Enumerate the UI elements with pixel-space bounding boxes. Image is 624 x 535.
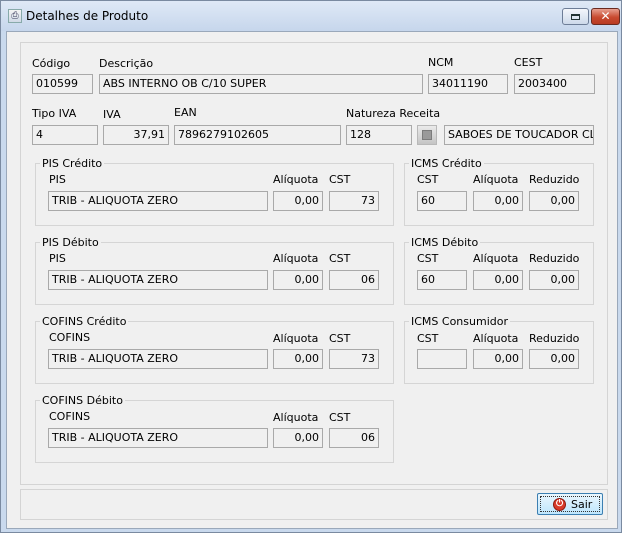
icms-credito-reduzido-label: Reduzido (529, 173, 580, 186)
cofins-credito-aliquota-field[interactable]: 0,00 (273, 349, 323, 369)
ncm-label: NCM (428, 56, 454, 69)
cofins-credito-description-field[interactable]: TRIB - ALIQUOTA ZERO (48, 349, 268, 369)
cofins-credito-cst-label: CST (329, 332, 351, 345)
minimize-button[interactable] (562, 8, 589, 25)
pis-debito-aliquota-field[interactable]: 0,00 (273, 270, 323, 290)
cofins-debito-aliquota-field[interactable]: 0,00 (273, 428, 323, 448)
cofins-credito-cofins-label: COFINS (49, 331, 91, 344)
cofins-debito-cst-field[interactable]: 06 (329, 428, 379, 448)
codigo-label: Código (32, 57, 71, 70)
icms-debito-group: ICMS Débito (404, 236, 594, 305)
cofins-debito-aliquota-label: Alíquota (273, 411, 319, 424)
details-panel (20, 42, 608, 485)
app-icon: ⎙ (8, 9, 22, 23)
iva-label: IVA (103, 108, 121, 121)
descricao-label: Descrição (99, 57, 154, 70)
close-icon: ✕ (600, 9, 611, 23)
ean-field[interactable]: 7896279102605 (174, 125, 341, 145)
iva-field[interactable]: 37,91 (103, 125, 169, 145)
icms-credito-title: ICMS Crédito (409, 157, 484, 170)
button-panel (20, 489, 608, 520)
cofins-debito-group: COFINS Débito (35, 394, 394, 463)
icms-consumidor-reduzido-label: Reduzido (529, 332, 580, 345)
icms-debito-cst-label: CST (417, 252, 439, 265)
ncm-field[interactable]: 34011190 (428, 74, 508, 94)
pis-credito-aliquota-label: Alíquota (273, 173, 319, 186)
pis-credito-cst-label: CST (329, 173, 351, 186)
icms-consumidor-cst-field[interactable] (417, 349, 467, 369)
cofins-credito-aliquota-label: Alíquota (273, 332, 319, 345)
sair-button-label: Sair (571, 498, 593, 511)
lookup-icon (422, 130, 432, 140)
icms-credito-group: ICMS Crédito (404, 157, 594, 226)
pis-debito-cst-field[interactable]: 06 (329, 270, 379, 290)
icms-debito-title: ICMS Débito (409, 236, 481, 249)
pis-credito-description-field[interactable]: TRIB - ALIQUOTA ZERO (48, 191, 268, 211)
natureza-receita-label: Natureza Receita (346, 107, 441, 120)
icms-credito-cst-field[interactable]: 60 (417, 191, 467, 211)
icms-consumidor-title: ICMS Consumidor (409, 315, 510, 328)
pis-debito-description-field[interactable]: TRIB - ALIQUOTA ZERO (48, 270, 268, 290)
ean-label: EAN (174, 106, 197, 119)
sair-button[interactable]: ⏻ Sair (537, 493, 603, 515)
icms-debito-reduzido-label: Reduzido (529, 252, 580, 265)
icms-debito-reduzido-field[interactable]: 0,00 (529, 270, 579, 290)
pis-debito-aliquota-label: Alíquota (273, 252, 319, 265)
close-button[interactable]: ✕ (591, 8, 620, 25)
tipo-iva-field[interactable]: 4 (32, 125, 98, 145)
tipo-iva-label: Tipo IVA (32, 107, 77, 120)
cofins-debito-description-field[interactable]: TRIB - ALIQUOTA ZERO (48, 428, 268, 448)
cofins-credito-group: COFINS Crédito (35, 315, 394, 384)
icms-consumidor-aliquota-field[interactable]: 0,00 (473, 349, 523, 369)
pis-debito-title: PIS Débito (40, 236, 101, 249)
power-icon: ⏻ (553, 498, 566, 511)
natureza-receita-description-field[interactable]: SABOES DE TOUCADOR CLAS (444, 125, 594, 145)
pis-debito-group: PIS Débito (35, 236, 394, 305)
icms-debito-cst-field[interactable]: 60 (417, 270, 467, 290)
cest-label: CEST (514, 56, 543, 69)
cofins-debito-cofins-label: COFINS (49, 410, 91, 423)
pis-credito-aliquota-field[interactable]: 0,00 (273, 191, 323, 211)
codigo-field[interactable]: 010599 (32, 74, 93, 94)
pis-credito-title: PIS Crédito (40, 157, 105, 170)
minimize-icon (571, 14, 580, 20)
dialog-content: Código 010599 Descrição ABS INTERNO OB C… (6, 31, 618, 529)
icms-consumidor-group: ICMS Consumidor (404, 315, 594, 384)
icms-debito-aliquota-field[interactable]: 0,00 (473, 270, 523, 290)
icms-debito-aliquota-label: Alíquota (473, 252, 519, 265)
pis-credito-pis-label: PIS (49, 173, 66, 186)
cofins-credito-cst-field[interactable]: 73 (329, 349, 379, 369)
icms-credito-aliquota-field[interactable]: 0,00 (473, 191, 523, 211)
icms-credito-reduzido-field[interactable]: 0,00 (529, 191, 579, 211)
cofins-credito-title: COFINS Crédito (40, 315, 129, 328)
icms-consumidor-cst-label: CST (417, 332, 439, 345)
descricao-field[interactable]: ABS INTERNO OB C/10 SUPER (99, 74, 423, 94)
focus-ring (540, 496, 600, 512)
title-bar[interactable]: ⎙ Detalhes de Produto ✕ (1, 1, 621, 31)
pis-debito-pis-label: PIS (49, 252, 66, 265)
natureza-receita-lookup-button[interactable] (417, 125, 437, 145)
cofins-debito-title: COFINS Débito (40, 394, 125, 407)
window-title: Detalhes de Produto (26, 9, 149, 23)
icms-consumidor-aliquota-label: Alíquota (473, 332, 519, 345)
pis-credito-cst-field[interactable]: 73 (329, 191, 379, 211)
natureza-receita-code-field[interactable]: 128 (346, 125, 412, 145)
pis-credito-group: PIS Crédito (35, 157, 394, 226)
cest-field[interactable]: 2003400 (514, 74, 595, 94)
icms-credito-cst-label: CST (417, 173, 439, 186)
cofins-debito-cst-label: CST (329, 411, 351, 424)
pis-debito-cst-label: CST (329, 252, 351, 265)
icms-consumidor-reduzido-field[interactable]: 0,00 (529, 349, 579, 369)
icms-credito-aliquota-label: Alíquota (473, 173, 519, 186)
